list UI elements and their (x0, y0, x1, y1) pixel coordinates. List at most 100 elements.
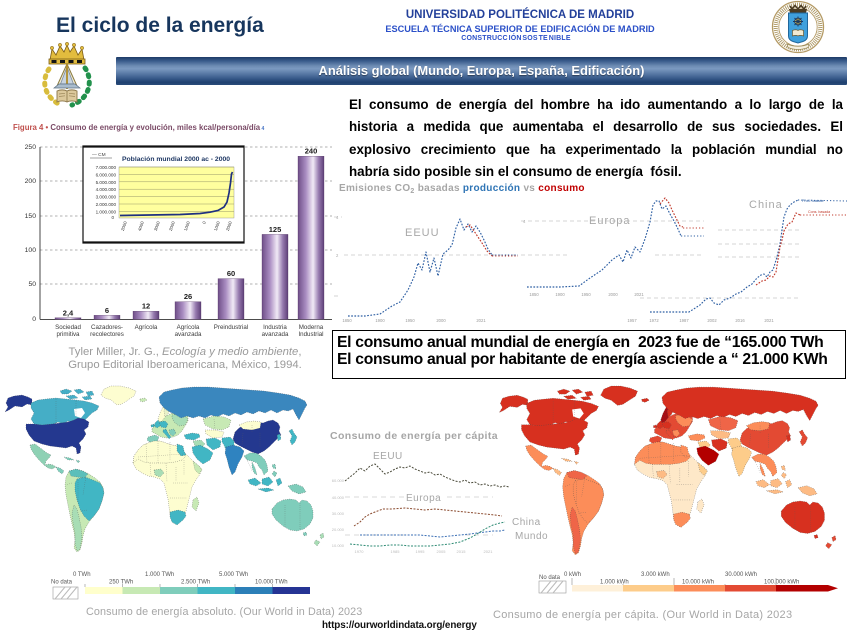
svg-text:recolectores: recolectores (90, 331, 124, 338)
svg-text:Europa: Europa (406, 493, 441, 504)
svg-text:Agrícola: Agrícola (177, 324, 200, 331)
svg-text:4: 4 (336, 215, 339, 220)
svg-text:2,4: 2,4 (63, 308, 74, 317)
svg-text:Población mundial 2000 ac - 20: Población mundial 2000 ac - 2000 (122, 156, 230, 163)
svg-text:Consumo de energía per cápita: Consumo de energía per cápita (330, 430, 498, 442)
svg-text:1.000 TWh: 1.000 TWh (145, 572, 174, 578)
svg-text:1985: 1985 (391, 549, 401, 554)
svg-text:250 TWh: 250 TWh (109, 580, 133, 586)
svg-text:60.000: 60.000 (332, 478, 345, 483)
svg-text:Agrícola: Agrícola (135, 324, 158, 331)
svg-text:100: 100 (25, 247, 37, 254)
svg-text:1000: 1000 (213, 220, 221, 231)
svg-text:2016: 2016 (735, 318, 745, 323)
svg-text:1957: 1957 (627, 318, 637, 323)
svg-text:Preindustrial: Preindustrial (214, 324, 248, 331)
svg-text:30.000: 30.000 (332, 511, 345, 516)
svg-text:Moderna: Moderna (299, 324, 324, 331)
svg-text:10.000: 10.000 (332, 543, 345, 548)
svg-text:Cons. basada: Cons. basada (808, 210, 830, 214)
svg-text:4000: 4000 (137, 220, 145, 231)
svg-text:Tyler Miller, Jr. G., Ecología: Tyler Miller, Jr. G., Ecología y medio a… (69, 346, 302, 358)
svg-text:1000: 1000 (183, 220, 191, 231)
svg-text:3000: 3000 (153, 220, 161, 231)
svg-text:20.000: 20.000 (332, 527, 345, 532)
svg-text:2.000.000: 2.000.000 (96, 202, 117, 207)
svg-text:100.000 kWh: 100.000 kWh (764, 580, 799, 586)
svg-text:50: 50 (28, 281, 36, 288)
svg-text:Prod. basada: Prod. basada (802, 199, 823, 203)
svg-text:Industria: Industria (263, 324, 287, 331)
svg-text:1987: 1987 (679, 318, 689, 323)
svg-text:10.000 TWh: 10.000 TWh (255, 580, 288, 586)
svg-text:EEUU: EEUU (373, 451, 403, 462)
svg-text:2015: 2015 (457, 549, 467, 554)
svg-text:2000: 2000 (436, 318, 446, 323)
svg-text:No data: No data (51, 580, 73, 586)
svg-text:240: 240 (305, 147, 318, 156)
svg-text:EEUU: EEUU (405, 227, 440, 239)
svg-text:1970: 1970 (355, 549, 365, 554)
svg-text:1972: 1972 (649, 318, 659, 323)
svg-text:2021: 2021 (634, 292, 644, 297)
svg-text:Cazadores-: Cazadores- (91, 324, 123, 331)
svg-text:4.000.000: 4.000.000 (96, 187, 117, 192)
svg-text:2000: 2000 (168, 220, 176, 231)
svg-text:Europa: Europa (589, 215, 630, 227)
svg-text:China: China (512, 517, 541, 528)
svg-text:5.000 TWh: 5.000 TWh (219, 572, 248, 578)
svg-text:2021: 2021 (484, 549, 494, 554)
svg-text:6: 6 (105, 306, 109, 315)
svg-text:primitiva: primitiva (56, 331, 80, 338)
svg-text:Mundo: Mundo (515, 531, 548, 542)
svg-text:— CM: — CM (92, 152, 106, 158)
svg-text:0 TWh: 0 TWh (73, 572, 91, 578)
svg-text:2000: 2000 (608, 292, 618, 297)
svg-text:2.500 TWh: 2.500 TWh (181, 580, 210, 586)
svg-text:Sociedad: Sociedad (55, 324, 81, 331)
svg-text:1950: 1950 (581, 292, 591, 297)
svg-text:7.000.000: 7.000.000 (96, 165, 117, 170)
svg-text:2: 2 (336, 253, 339, 258)
svg-text:30.000 kWh: 30.000 kWh (725, 572, 757, 578)
svg-text:0 kWh: 0 kWh (564, 572, 581, 578)
svg-text:1.000.000: 1.000.000 (96, 209, 117, 214)
svg-text:No data: No data (539, 575, 561, 581)
svg-text:150: 150 (25, 213, 37, 220)
svg-text:avanzada: avanzada (175, 331, 202, 338)
svg-text:26: 26 (184, 292, 192, 301)
svg-text:125: 125 (269, 225, 282, 234)
svg-text:Figura 4 • Consumo de energía: Figura 4 • Consumo de energía y evolució… (13, 123, 264, 132)
svg-text:12: 12 (142, 302, 150, 311)
svg-text:2021: 2021 (476, 318, 486, 323)
svg-text:2000: 2000 (225, 220, 233, 231)
svg-text:Grupo Editorial Iberoamericana: Grupo Editorial Iberoamericana, México, … (68, 359, 302, 371)
svg-text:40.000: 40.000 (332, 495, 345, 500)
svg-text:2002: 2002 (707, 318, 717, 323)
svg-text:60: 60 (227, 269, 235, 278)
svg-text:5.000.000: 5.000.000 (96, 180, 117, 185)
svg-text:2000: 2000 (120, 220, 128, 231)
svg-text:3.000.000: 3.000.000 (96, 195, 117, 200)
svg-text:2005: 2005 (437, 549, 447, 554)
svg-text:avanzada: avanzada (262, 331, 289, 338)
svg-text:0: 0 (32, 316, 36, 323)
svg-text:200: 200 (25, 178, 37, 185)
svg-text:250: 250 (25, 144, 37, 151)
svg-text:1850: 1850 (529, 292, 539, 297)
svg-text:1995: 1995 (416, 549, 426, 554)
svg-text:1900: 1900 (555, 292, 565, 297)
svg-text:10.000 kWh: 10.000 kWh (682, 580, 714, 586)
svg-text:4: 4 (523, 219, 526, 224)
svg-text:0: 0 (111, 215, 114, 220)
svg-text:2021: 2021 (764, 318, 774, 323)
svg-text:0: 0 (201, 220, 207, 225)
svg-text:Industrial: Industrial (298, 331, 323, 338)
svg-text:3.000 kWh: 3.000 kWh (641, 572, 670, 578)
svg-text:1.000 kWh: 1.000 kWh (600, 580, 629, 586)
svg-text:China: China (749, 199, 783, 211)
svg-text:1900: 1900 (375, 318, 385, 323)
svg-text:6.000.000: 6.000.000 (96, 172, 117, 177)
svg-text:1950: 1950 (405, 318, 415, 323)
svg-text:1850: 1850 (342, 318, 352, 323)
